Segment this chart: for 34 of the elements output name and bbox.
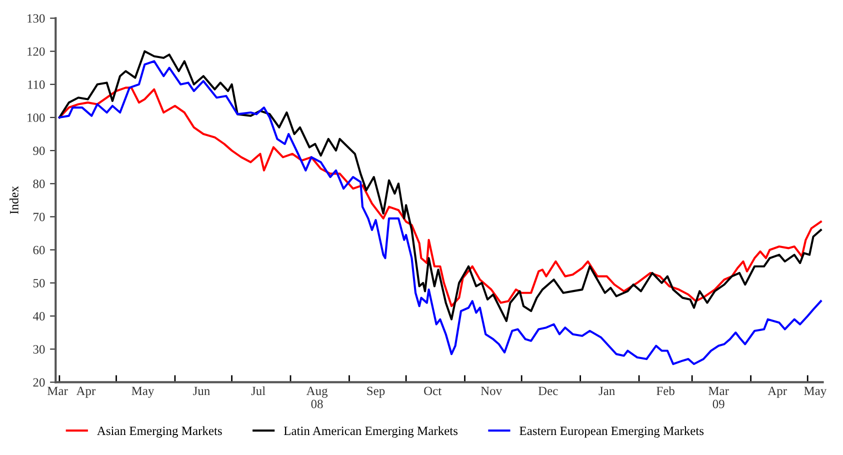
line-series: [58, 50, 822, 322]
x-tick-label: Oct: [424, 386, 442, 396]
y-tick-label: 110: [28, 80, 45, 89]
x-tick-label: Jan: [598, 386, 615, 396]
y-tick-label: 130: [28, 14, 45, 23]
x-tick-label: Feb: [656, 386, 674, 396]
legend-label: Latin American Emerging Markets: [284, 426, 458, 438]
line-series: [58, 60, 822, 366]
y-tick-label: 120: [28, 47, 45, 56]
line-series: [58, 86, 822, 308]
y-tick-label: 60: [33, 246, 45, 254]
y-tick-label: 30: [33, 345, 45, 354]
y-tick-label: 50: [33, 278, 45, 288]
x-tick-label: Apr: [768, 386, 787, 398]
y-tick-label: 40: [32, 312, 45, 320]
x-tick-label: Apr: [76, 386, 96, 398]
y-tick-label: 20: [33, 378, 45, 387]
legend-label: Asian Emerging Markets: [97, 426, 222, 438]
y-tick-label: 70: [34, 212, 45, 222]
x-tick-label: Mar: [47, 386, 68, 396]
y-tick-label: 80: [33, 180, 45, 188]
x-tick-label: Nov: [480, 386, 502, 396]
x-tick-label: Dec: [538, 386, 558, 396]
y-tick-label: 100: [28, 113, 45, 122]
legend-label: Eastern European Emerging Markets: [520, 426, 704, 438]
x-tick-label: Sep: [367, 386, 385, 398]
y-axis-title: Index: [10, 186, 18, 214]
x-tick-label: May: [804, 386, 827, 398]
y-tick-label: 90: [33, 146, 45, 156]
x-tick-label: Aug 08: [306, 386, 328, 408]
x-tick-label: Mar 09: [708, 386, 729, 408]
x-tick-label: May: [132, 386, 154, 398]
x-tick-label: Jun: [193, 386, 210, 396]
x-tick-label: Jul: [251, 386, 266, 396]
